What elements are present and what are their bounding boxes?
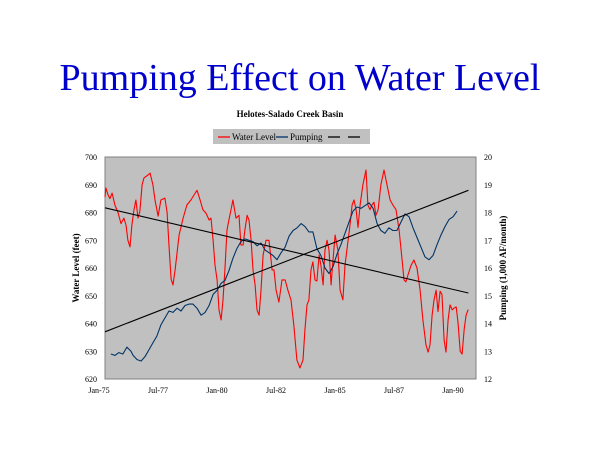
plot-area: [104, 156, 477, 380]
legend-item: Pumping: [276, 132, 323, 142]
legend: Water Level Pumping: [213, 129, 370, 144]
y-tick-label: 640: [85, 320, 97, 329]
water-level-line: [104, 169, 469, 369]
x-tick-label: Jan-75: [88, 386, 109, 395]
y-tick-label: 680: [85, 209, 97, 218]
x-tick-label: Jul-82: [266, 386, 286, 395]
legend-label: Pumping: [290, 132, 323, 142]
y2-tick-label: 13: [484, 347, 492, 356]
y-axis-left: 620 630 640 650 660 670 680 690 700: [85, 153, 97, 384]
y-tick-label: 660: [85, 264, 97, 273]
x-tick-label: Jul-87: [384, 386, 404, 395]
y-axis-title: Water Level (feet): [71, 233, 81, 302]
y2-tick-label: 14: [484, 320, 492, 329]
y2-tick-label: 20: [484, 153, 492, 162]
slide-title: Pumping Effect on Water Level: [59, 57, 541, 99]
x-tick-label: Jan-90: [442, 386, 463, 395]
y2-tick-label: 15: [484, 292, 492, 301]
legend-item: Water Level: [218, 132, 276, 142]
y2-tick-label: 17: [484, 236, 492, 245]
y2-tick-label: 19: [484, 181, 492, 190]
y-axis-right: 12 13 14 15 16 17 18 19 20: [484, 153, 492, 384]
y-tick-label: 630: [85, 347, 97, 356]
pumping-trend-line: [104, 189, 469, 333]
x-tick-label: Jul-77: [148, 386, 168, 395]
y2-tick-label: 12: [484, 375, 492, 384]
y-tick-label: 620: [85, 375, 97, 384]
y2-tick-label: 16: [484, 264, 492, 273]
chart-title: Helotes-Salado Creek Basin: [237, 109, 344, 119]
x-tick-label: Jan-80: [206, 386, 227, 395]
y2-axis-title: Pumping (1,000 AF/month): [498, 216, 508, 321]
x-axis: Jan-75 Jul-77 Jan-80 Jul-82 Jan-85 Jul-87 Jan-…: [88, 386, 463, 395]
y-tick-label: 690: [85, 181, 97, 190]
x-tick-label: Jan-85: [324, 386, 345, 395]
legend-box: [213, 129, 370, 144]
y-tick-label: 700: [85, 153, 97, 162]
legend-label: Water Level: [232, 132, 276, 142]
water-level-trend-line: [104, 207, 469, 294]
y-tick-label: 670: [85, 236, 97, 245]
y2-tick-label: 18: [484, 209, 492, 218]
y-tick-label: 650: [85, 292, 97, 301]
